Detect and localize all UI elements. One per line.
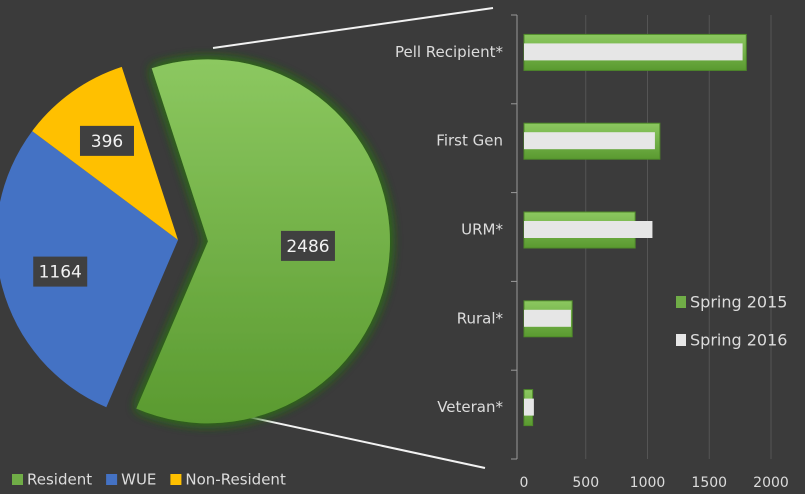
legend-label: WUE [121,471,156,489]
data-label: 396 [91,132,123,152]
data-label: 2486 [286,237,329,257]
legend-label: Resident [27,471,92,489]
legend-swatch [170,474,182,485]
legend-swatch [676,296,686,308]
pie-slice [136,59,390,424]
x-tick-label: 1500 [691,475,727,491]
legend-swatch [106,474,118,485]
y-tick-label: First Gen [436,132,503,150]
pie-slice [0,131,178,408]
y-tick-label: Pell Recipient* [395,43,504,61]
label-box [33,256,88,287]
legend-label: Non-Resident [185,471,286,489]
y-tick-label: Veteran* [437,398,503,416]
bar [524,221,653,238]
bar [524,43,743,61]
bar [524,309,571,327]
data-label: 1164 [39,263,82,283]
y-tick-label: Rural* [457,309,504,327]
legend-label: Spring 2016 [690,331,787,350]
bar [524,398,534,416]
legend-swatch [12,474,23,485]
legend-label: Spring 2015 [690,293,787,312]
x-tick-label: 2000 [753,475,789,491]
label-box [79,125,134,156]
connector [212,7,494,49]
y-tick-label: URM* [461,221,503,239]
bar [524,132,655,150]
x-tick-label: 0 [520,475,529,491]
label-box [280,230,335,261]
connector [206,407,486,469]
legend-swatch [676,334,686,346]
x-tick-label: 500 [572,475,599,491]
x-tick-label: 1000 [630,475,666,491]
